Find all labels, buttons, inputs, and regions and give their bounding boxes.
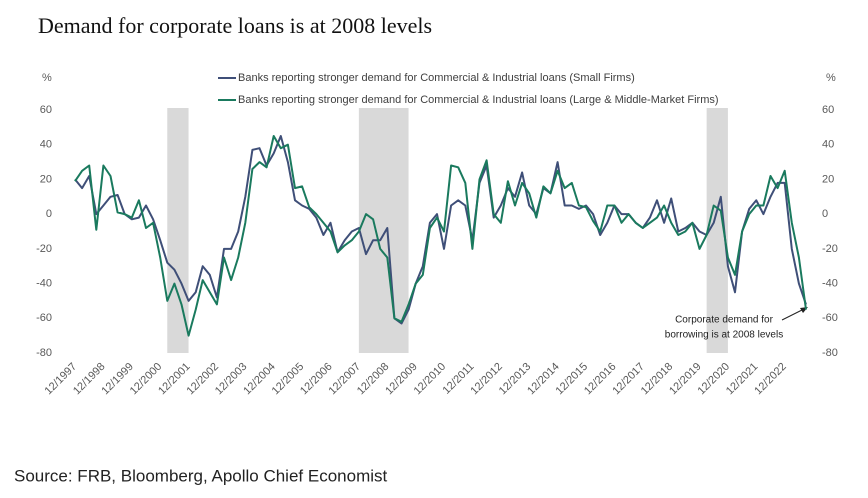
y2-tick-label: 0 xyxy=(822,208,828,220)
source: Source: FRB, Bloomberg, Apollo Chief Eco… xyxy=(14,466,388,485)
y-unit-right: % xyxy=(826,72,836,84)
y2-tick-label: -40 xyxy=(822,277,838,289)
y-tick-label: -80 xyxy=(36,347,52,359)
annotation: borrowing is at 2008 levels xyxy=(665,330,783,341)
y2-tick-label: -20 xyxy=(822,243,838,255)
y2-tick-label: 60 xyxy=(822,104,834,116)
y-unit-left: % xyxy=(42,72,52,84)
y2-tick-label: -80 xyxy=(822,347,838,359)
x-tick-label: 12/2010 xyxy=(412,361,449,398)
y-tick-label: 40 xyxy=(40,139,52,151)
y-tick-label: 20 xyxy=(40,173,52,185)
y2-tick-label: 20 xyxy=(822,173,834,185)
x-tick-label: 12/2022 xyxy=(752,361,789,398)
recession-band xyxy=(167,108,189,353)
annotation-arrowhead xyxy=(800,307,808,313)
y-tick-label: -20 xyxy=(36,243,52,255)
annotation: Corporate demand for xyxy=(675,315,774,326)
recession-band xyxy=(706,108,728,353)
legend-label: Banks reporting stronger demand for Comm… xyxy=(238,94,719,106)
y-tick-label: -40 xyxy=(36,277,52,289)
y-tick-label: 60 xyxy=(40,104,52,116)
y2-tick-label: 40 xyxy=(822,139,834,151)
y-tick-label: -60 xyxy=(36,312,52,324)
series-line xyxy=(74,135,807,337)
chart-title: Demand for corporate loans is at 2008 le… xyxy=(38,13,432,38)
y2-tick-label: -60 xyxy=(822,312,838,324)
legend-label: Banks reporting stronger demand for Comm… xyxy=(238,72,635,84)
series-line xyxy=(74,135,807,325)
recession-band xyxy=(358,108,409,353)
y-tick-label: 0 xyxy=(46,208,52,220)
